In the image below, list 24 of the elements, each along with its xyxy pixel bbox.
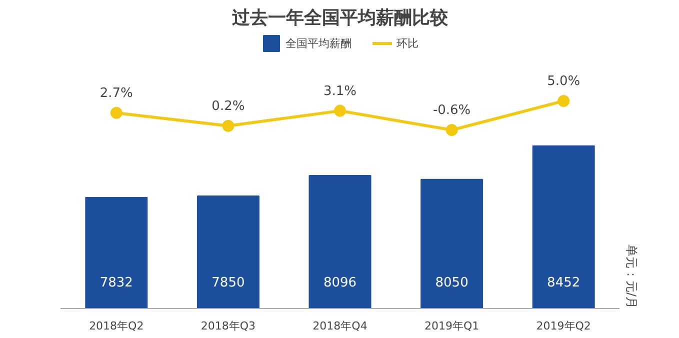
data-label: 7850 xyxy=(212,276,245,290)
x-tick-label: 2019年Q1 xyxy=(424,320,480,332)
data-label: 8096 xyxy=(323,276,357,290)
data-label: 0.2% xyxy=(212,98,245,114)
data-label: 8050 xyxy=(435,276,468,290)
legend-label: 环比 xyxy=(396,36,418,50)
x-tick-label: 2018年Q4 xyxy=(312,320,368,332)
data-label: 7832 xyxy=(100,276,133,290)
data-label: 8452 xyxy=(547,276,580,290)
data-label: 2.7% xyxy=(100,86,133,101)
text: 单元：元/月 xyxy=(624,244,638,309)
chart-title: 过去一年全国平均薪酬比较 xyxy=(231,8,449,28)
point xyxy=(334,104,346,117)
data-label: 3.1% xyxy=(323,84,357,99)
x-tick-label: 2019年Q2 xyxy=(536,320,591,332)
point xyxy=(110,106,122,119)
data-label: 5.0% xyxy=(547,74,580,89)
point xyxy=(558,94,570,107)
point xyxy=(446,124,458,136)
point xyxy=(222,120,234,132)
x-tick-label: 2018年Q2 xyxy=(89,320,144,332)
data-label: -0.6% xyxy=(432,103,471,118)
x-tick-label: 2018年Q3 xyxy=(200,320,256,332)
legend-label: 全国平均薪酬 xyxy=(286,36,352,50)
